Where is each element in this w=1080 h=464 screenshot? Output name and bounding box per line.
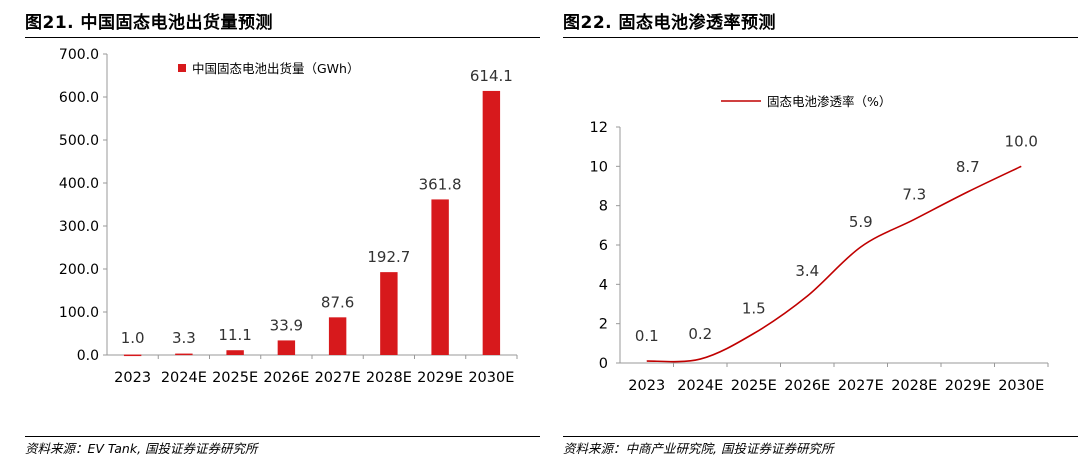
title-divider: [563, 37, 1078, 38]
legend: 中国固态电池出货量（GWh）: [178, 61, 359, 76]
bar: [277, 340, 296, 355]
x-tick-label: 2023: [114, 370, 151, 386]
y-tick-label: 8: [599, 199, 608, 215]
figure-title: 图22. 固态电池渗透率预测: [563, 13, 777, 33]
title-divider: [25, 37, 540, 38]
data-label: 0.1: [635, 327, 659, 345]
figure-title: 图21. 中国固态电池出货量预测: [25, 13, 274, 33]
y-tick-label: 2: [599, 317, 608, 333]
data-label: 361.8: [419, 175, 462, 193]
data-label: 1.5: [742, 300, 766, 318]
data-label: 1.0: [121, 329, 145, 347]
data-label: 7.3: [902, 185, 926, 203]
source-note: 资料来源：EV Tank, 国投证券证券研究所: [25, 441, 258, 456]
bar: [482, 90, 501, 355]
bar: [328, 317, 347, 355]
source-divider: [563, 436, 1078, 437]
data-label: 0.2: [688, 325, 712, 343]
legend-label: 固态电池渗透率（%）: [767, 94, 891, 109]
source-divider: [25, 436, 540, 437]
y-tick-label: 400.0: [59, 176, 99, 192]
x-tick-label: 2026E: [784, 378, 830, 394]
x-tick-label: 2024E: [161, 370, 207, 386]
data-label: 3.3: [172, 329, 196, 347]
data-label: 192.7: [367, 248, 410, 266]
y-tick-label: 500.0: [59, 133, 99, 149]
legend-label: 中国固态电池出货量（GWh）: [192, 61, 359, 76]
y-tick-label: 10: [590, 159, 608, 175]
data-label: 87.6: [321, 293, 354, 311]
legend: 固态电池渗透率（%）: [721, 94, 891, 109]
x-tick-label: 2026E: [263, 370, 309, 386]
x-tick-label: 2028E: [366, 370, 412, 386]
x-tick-label: 2029E: [945, 378, 991, 394]
data-label: 3.4: [795, 262, 819, 280]
y-tick-label: 6: [599, 238, 608, 254]
data-label: 33.9: [270, 316, 303, 334]
y-tick-label: 0: [599, 356, 608, 372]
legend-swatch: [178, 64, 186, 72]
data-label: 11.1: [218, 326, 251, 344]
y-tick-label: 0.0: [77, 348, 99, 364]
bar: [226, 350, 244, 355]
y-tick-label: 4: [599, 277, 608, 293]
y-tick-label: 700.0: [59, 47, 99, 63]
left-figure-panel: 图21. 中国固态电池出货量预测 0.0 100.0 200.0 300.0 400.0…: [25, 0, 540, 464]
x-tick-label: 2024E: [677, 378, 723, 394]
data-label: 8.7: [956, 158, 980, 176]
x-tick-label: 2029E: [417, 370, 463, 386]
x-tick-label: 2027E: [315, 370, 361, 386]
y-tick-label: 600.0: [59, 90, 99, 106]
bar: [380, 272, 398, 355]
x-tick-label: 2025E: [212, 370, 258, 386]
y-tick-label: 300.0: [59, 219, 99, 235]
bar: [123, 354, 142, 357]
x-tick-label: 2025E: [731, 378, 777, 394]
x-tick-label: 2027E: [838, 378, 884, 394]
source-note: 资料来源：中商产业研究院, 国投证券证券研究所: [563, 441, 834, 456]
y-tick-label: 12: [590, 120, 608, 136]
right-figure-panel: 图22. 固态电池渗透率预测 0 2 4 6 8 10 12 2023 2024E 2025E 20…: [563, 0, 1078, 464]
data-label: 614.1: [470, 67, 513, 85]
bar: [431, 199, 449, 355]
shipment-bar-chart: 0.0 100.0 200.0 300.0 400.0 500.0 600.0 700.0 20…: [59, 47, 518, 386]
x-tick-label: 2030E: [468, 370, 514, 386]
x-tick-label: 2028E: [891, 378, 937, 394]
x-tick-label: 2023: [628, 378, 665, 394]
y-tick-label: 200.0: [59, 262, 99, 278]
data-label: 10.0: [1005, 132, 1038, 150]
y-tick-label: 100.0: [59, 305, 99, 321]
series-line: [646, 165, 1022, 363]
penetration-line-chart: 0 2 4 6 8 10 12 2023 2024E 2025E 2026E 2027E 2028E 20…: [590, 94, 1049, 394]
x-tick-label: 2030E: [998, 378, 1044, 394]
bar: [175, 353, 193, 356]
data-label: 5.9: [849, 213, 873, 231]
